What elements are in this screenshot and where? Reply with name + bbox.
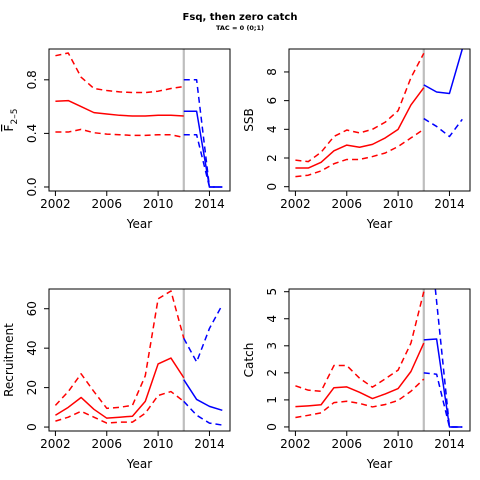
y-axis-label: Catch <box>242 343 256 378</box>
historic-solid-line-1 <box>295 87 425 169</box>
panel-2: 2002 2006 2010 2014 0 2 4 6 8 Year SSB <box>242 48 471 231</box>
plot-frame <box>288 288 471 432</box>
historic-dashed-line-2 <box>295 52 425 163</box>
figure-subtitle: TAC = 0 (0;1) <box>216 24 264 32</box>
y-axis-label: SSB <box>242 108 256 131</box>
y-tick-label: 3 <box>265 342 279 350</box>
historic-dashed-line-3 <box>55 128 184 139</box>
series-group <box>55 52 223 188</box>
projection-solid-line-4 <box>423 338 463 428</box>
x-tick-label: 2014 <box>434 437 465 451</box>
x-tick-label: 2002 <box>280 437 311 451</box>
y-tick-label: 6 <box>265 97 279 105</box>
historic-dashed-line-3 <box>295 378 425 419</box>
y-tick-label: 4 <box>265 315 279 323</box>
historic-solid-line-1 <box>295 342 425 408</box>
panel-3: 2002 2006 2010 2014 0 20 40 60 Year Recruitment <box>2 288 231 471</box>
y-tick-label: 0 <box>25 423 39 431</box>
y-tick-label: 0.4 <box>25 124 39 143</box>
x-tick-label: 2014 <box>434 197 465 211</box>
projection-solid-line-4 <box>183 379 223 412</box>
historic-dashed-line-3 <box>55 390 185 424</box>
y-tick-label: 0.0 <box>25 177 39 196</box>
y-tick-label: 1 <box>265 396 279 404</box>
y-tick-label: 0 <box>265 183 279 191</box>
y-tick-label: 0.8 <box>25 70 39 89</box>
x-tick-label: 2006 <box>331 197 362 211</box>
y-axis-label-subscript: 2–5 <box>10 109 20 125</box>
x-tick-label: 2010 <box>383 197 414 211</box>
x-tick-label: 2010 <box>383 437 414 451</box>
x-tick-label: 2002 <box>40 197 71 211</box>
x-axis-label: Year <box>366 217 392 231</box>
panel-1: 2002 2006 2010 2014 0.0 0.4 0.8 Year F2–5 <box>2 48 231 231</box>
projection-dashed-line-5 <box>183 304 223 363</box>
projection-dashed-line-6 <box>183 133 223 188</box>
y-tick-label: 4 <box>265 126 279 134</box>
y-axis-label: F2–5 <box>2 109 20 132</box>
y-tick-label: 8 <box>265 68 279 76</box>
y-axis-label-main: F <box>2 124 16 131</box>
series-group <box>295 49 464 178</box>
y-tick-label: 40 <box>25 341 39 356</box>
historic-dashed-line-3 <box>295 128 425 178</box>
x-tick-label: 2002 <box>280 197 311 211</box>
projection-dashed-line-6 <box>183 400 223 426</box>
historic-solid-line-1 <box>55 99 184 117</box>
plot-frame <box>48 288 231 432</box>
historic-dashed-line-2 <box>54 290 185 410</box>
y-tick-label: 60 <box>25 301 39 316</box>
x-tick-label: 2010 <box>143 437 174 451</box>
x-tick-label: 2002 <box>40 437 71 451</box>
y-tick-label: 20 <box>25 380 39 395</box>
x-axis-label: Year <box>126 457 152 471</box>
series-group <box>54 290 223 426</box>
figure-title: Fsq, then zero catch <box>183 12 298 23</box>
plot-frame <box>288 48 471 192</box>
projection-solid-line-4 <box>423 49 464 95</box>
y-tick-label: 2 <box>265 154 279 162</box>
projection-dashed-line-5 <box>423 117 463 138</box>
x-axis-label: Year <box>126 217 152 231</box>
x-tick-label: 2006 <box>331 437 362 451</box>
x-tick-label: 2006 <box>91 437 122 451</box>
projection-dashed-line-5 <box>183 79 223 188</box>
x-tick-label: 2010 <box>143 197 174 211</box>
y-tick-label: 5 <box>265 288 279 296</box>
y-axis-label: Recruitment <box>2 323 16 397</box>
projection-solid-line-4 <box>183 110 223 188</box>
y-tick-label: 0 <box>265 423 279 431</box>
series-group <box>295 289 463 428</box>
x-tick-label: 2014 <box>194 197 225 211</box>
y-tick-label: 2 <box>265 369 279 377</box>
plot-frame <box>48 48 231 192</box>
x-tick-label: 2006 <box>91 197 122 211</box>
x-tick-label: 2014 <box>194 437 225 451</box>
historic-solid-line-1 <box>55 357 185 419</box>
panel-4: 2002 2006 2010 2014 0 1 2 3 4 5 Year Catch <box>242 288 471 471</box>
x-axis-label: Year <box>366 457 392 471</box>
projection-dashed-line-6 <box>423 372 463 428</box>
historic-dashed-line-2 <box>295 291 425 392</box>
historic-dashed-line-2 <box>55 52 184 94</box>
